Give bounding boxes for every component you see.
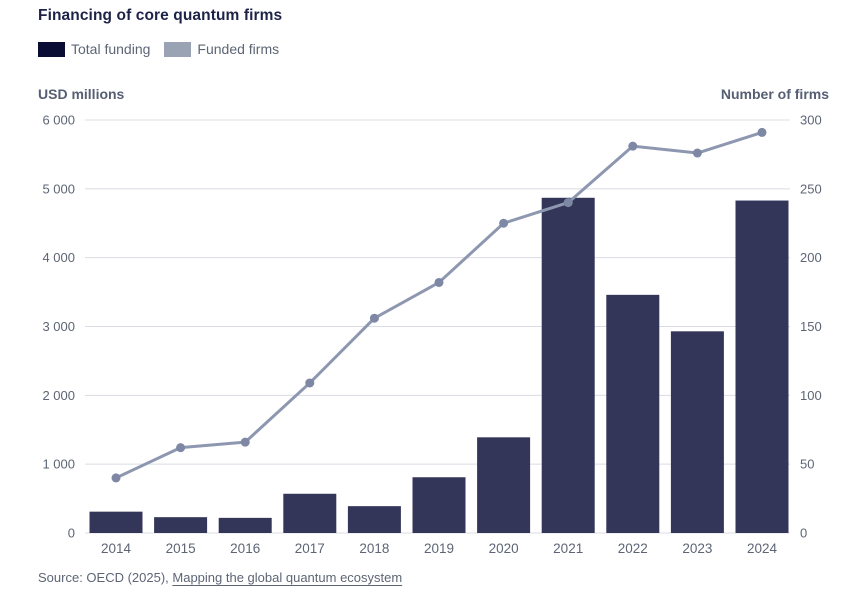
x-axis-label-2024: 2024 xyxy=(747,541,778,556)
left-axis-tick-label: 1 000 xyxy=(42,457,75,472)
x-axis-label-2014: 2014 xyxy=(101,541,132,556)
line-dot-2023[interactable] xyxy=(692,148,702,158)
left-axis-tick-label: 2 000 xyxy=(42,388,75,403)
x-axis-label-2016: 2016 xyxy=(230,541,260,556)
left-axis-tick-label: 0 xyxy=(68,526,75,541)
source-prefix: Source: OECD (2025), xyxy=(38,570,173,585)
left-axis-tick-label: 4 000 xyxy=(42,250,75,265)
x-axis-label-2021: 2021 xyxy=(553,541,583,556)
left-axis-tick-label: 3 000 xyxy=(42,319,75,334)
x-axis-label-2020: 2020 xyxy=(489,541,519,556)
line-dot-2020[interactable] xyxy=(499,218,509,228)
x-axis-label-2019: 2019 xyxy=(424,541,454,556)
total-funding-swatch-icon xyxy=(38,41,65,57)
line-dot-2014[interactable] xyxy=(111,473,121,483)
line-dot-2017[interactable] xyxy=(305,378,315,388)
line-dot-2024[interactable] xyxy=(757,127,767,137)
line-dot-2016[interactable] xyxy=(240,437,250,447)
x-axis-label-2022: 2022 xyxy=(618,541,648,556)
right-axis-tick-label: 100 xyxy=(800,388,822,403)
legend-label-funded-firms: Funded firms xyxy=(197,41,280,57)
line-dot-2015[interactable] xyxy=(176,443,186,453)
x-axis-label-2023: 2023 xyxy=(682,541,712,556)
line-dot-2019[interactable] xyxy=(434,277,444,287)
left-axis-tick-label: 6 000 xyxy=(42,113,75,128)
line-dot-2018[interactable] xyxy=(369,313,379,323)
legend: Total funding Funded firms xyxy=(38,41,293,57)
right-axis-tick-label: 50 xyxy=(800,457,814,472)
right-axis-tick-label: 300 xyxy=(800,113,822,128)
bar-2015[interactable] xyxy=(154,517,208,533)
bar-2018[interactable] xyxy=(347,506,401,533)
x-axis-label-2017: 2017 xyxy=(295,541,325,556)
bar-2024[interactable] xyxy=(735,200,789,533)
right-axis-tick-label: 250 xyxy=(800,181,822,196)
right-axis-header: Number of firms xyxy=(720,86,829,102)
x-axis-label-2018: 2018 xyxy=(359,541,389,556)
line-dot-2021[interactable] xyxy=(563,198,573,208)
legend-item-funded-firms[interactable]: Funded firms xyxy=(164,41,279,57)
funded-firms-swatch-icon xyxy=(164,41,192,57)
legend-item-total-funding[interactable]: Total funding xyxy=(38,41,150,57)
bar-2021[interactable] xyxy=(541,197,595,533)
chart-title: Financing of core quantum firms xyxy=(38,7,283,24)
bar-2014[interactable] xyxy=(89,511,143,533)
source-line: Source: OECD (2025), Mapping the global … xyxy=(38,570,402,585)
funded-firms-line xyxy=(114,130,764,480)
legend-label-total-funding: Total funding xyxy=(71,41,151,57)
left-axis-tick-label: 5 000 xyxy=(42,181,75,196)
bar-2023[interactable] xyxy=(670,331,724,533)
left-axis-header: USD millions xyxy=(38,86,125,102)
line-dot-2022[interactable] xyxy=(628,141,638,151)
bar-2020[interactable] xyxy=(477,437,531,533)
source-link[interactable]: Mapping the global quantum ecosystem xyxy=(172,570,403,585)
x-axis-label-2015: 2015 xyxy=(166,541,196,556)
right-axis-tick-label: 200 xyxy=(800,250,822,265)
right-axis-tick-label: 0 xyxy=(800,526,807,541)
bar-2016[interactable] xyxy=(218,517,272,533)
bar-2022[interactable] xyxy=(606,294,660,533)
right-axis-tick-label: 150 xyxy=(800,319,822,334)
bar-2017[interactable] xyxy=(283,493,337,533)
bar-2019[interactable] xyxy=(412,477,466,533)
